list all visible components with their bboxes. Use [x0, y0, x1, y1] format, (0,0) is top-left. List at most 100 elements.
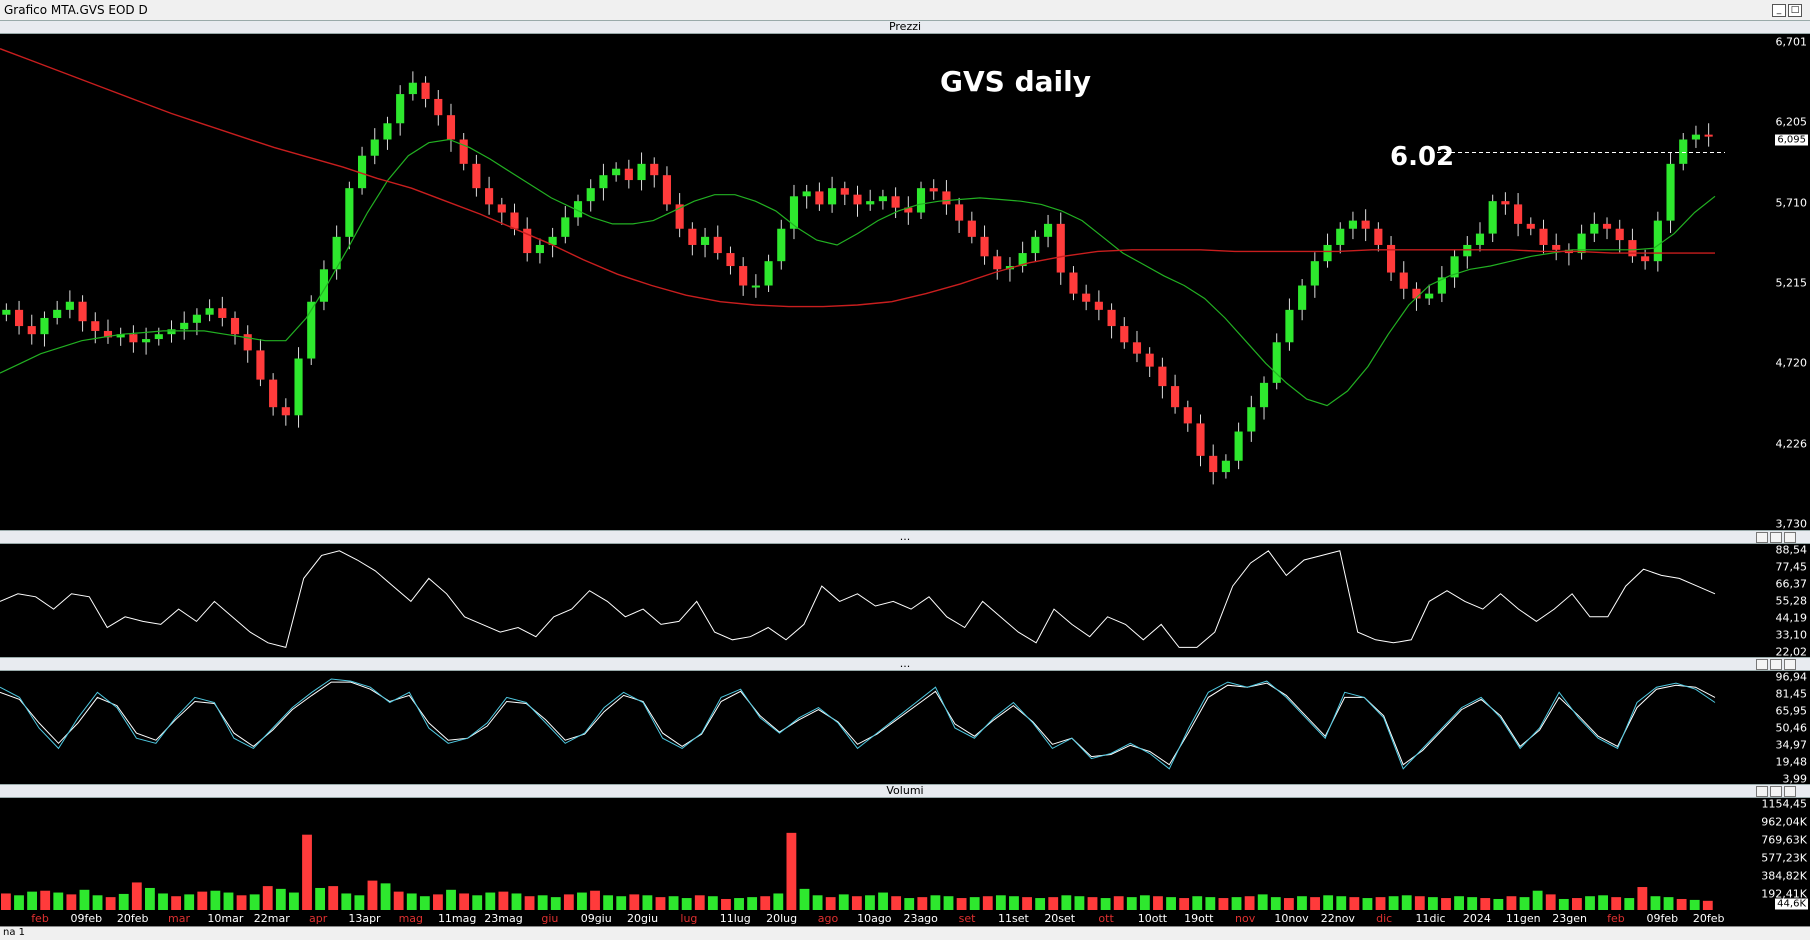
volume-bar-down [1, 893, 11, 910]
volume-bar-up [511, 893, 522, 910]
date-tick-label: 11lug [719, 912, 751, 925]
stochastic-pane: ... 96,94 81,45 65,95 50,46 34,97 19,48 3,99 [0, 657, 1810, 786]
volume-bar-up [1650, 896, 1661, 910]
volume-bar-down [760, 896, 771, 910]
pane-maximize-icon[interactable] [1770, 659, 1782, 670]
candle-down [904, 207, 913, 213]
pane-close-icon[interactable] [1784, 532, 1796, 543]
pane-minimize-icon[interactable] [1756, 532, 1768, 543]
candle-down [1196, 423, 1205, 456]
date-tick-label: mar [168, 912, 191, 925]
volume-bar-down [1283, 898, 1294, 910]
chart-tab[interactable]: na 1 [3, 927, 26, 938]
volume-bar-up [1388, 896, 1399, 910]
volume-bar-down [367, 880, 378, 910]
volume-bar-up [1126, 897, 1137, 910]
candle-down [942, 191, 951, 205]
candle-down [1628, 240, 1637, 257]
date-tick-label: 09feb [1646, 912, 1679, 925]
candle-down [78, 301, 87, 322]
candle-up [1653, 220, 1662, 262]
candle-down [967, 220, 976, 237]
last-volume-label: 44,6K [1775, 898, 1808, 910]
rsi-line [0, 550, 1716, 649]
candle-up [192, 314, 201, 323]
rsi-pane-header: ... [0, 530, 1810, 544]
candle-down [1145, 353, 1154, 367]
candle-down [1183, 407, 1192, 424]
pane-close-icon[interactable] [1784, 786, 1796, 797]
minimize-icon[interactable]: _ [1772, 4, 1786, 17]
volume-bar-down [105, 897, 116, 910]
pane-minimize-icon[interactable] [1756, 786, 1768, 797]
date-tick-label: 10mar [207, 912, 244, 925]
volume-bar-down [1218, 898, 1229, 910]
candle-down [14, 309, 24, 327]
rsi-pane: ... 88,54 77,45 66,37 55,28 44,19 33,10 22,02 [0, 530, 1810, 659]
volume-bar-up [1297, 896, 1307, 910]
candle-up [142, 339, 151, 343]
volume-bar-down [956, 898, 967, 910]
volume-bar-up [878, 892, 888, 910]
candle-down [993, 256, 1002, 270]
candle-down [853, 194, 862, 205]
volume-bar-up [603, 895, 614, 910]
date-tick-label: mag [398, 912, 424, 925]
candle-up [1031, 236, 1040, 254]
volume-bar-down [1048, 897, 1059, 910]
candle-down [510, 212, 519, 229]
candle-down [1374, 228, 1383, 245]
resistance-label: 6.02 [1390, 142, 1455, 172]
volume-bar-up [904, 898, 915, 910]
candle-down [1094, 301, 1103, 310]
date-tick-label: 19ott [1184, 912, 1214, 925]
candle-down [713, 236, 722, 254]
volume-bar-down [721, 898, 731, 910]
date-tick-label: 20feb [116, 912, 149, 925]
pane-minimize-icon[interactable] [1756, 659, 1768, 670]
volume-bar-up [995, 895, 1006, 910]
volume-bar-up [1035, 898, 1046, 910]
volume-bar-up [865, 895, 875, 910]
y-tick-label: 77,45 [1775, 560, 1808, 574]
date-tick-label: 13apr [348, 912, 381, 925]
candle-up [777, 228, 786, 262]
volume-bar-down [825, 897, 836, 910]
date-tick-label: feb [31, 912, 49, 925]
candle-up [332, 236, 341, 270]
volume-bar-down [498, 891, 509, 910]
candle-down [1082, 293, 1091, 302]
candle-up [1221, 460, 1230, 473]
y-tick-label: 19,48 [1775, 755, 1808, 769]
candle-up [878, 196, 887, 202]
volume-bar-down [1113, 896, 1124, 910]
volume-bar-up [642, 895, 653, 910]
last-price-label: 6,095 [1775, 134, 1808, 146]
volume-bar-up [707, 896, 718, 910]
pane-close-icon[interactable] [1784, 659, 1796, 670]
candle-down [243, 334, 252, 351]
candle-up [307, 301, 316, 359]
pane-maximize-icon[interactable] [1770, 532, 1782, 543]
pane-maximize-icon[interactable] [1770, 786, 1782, 797]
candle-down [840, 188, 849, 195]
volume-bar-up [92, 895, 103, 910]
candle-down [739, 266, 748, 286]
date-tick-label: feb [1607, 912, 1625, 925]
candle-down [1069, 272, 1078, 294]
volume-bar-down [694, 895, 705, 910]
candle-up [1336, 228, 1345, 245]
candle-down [497, 204, 506, 213]
price-y-axis: 6,701 6,205 5,710 5,215 4,720 4,226 3,730 6,095 [1768, 34, 1810, 531]
volume-bar-up [1585, 896, 1595, 910]
volume-bar-up [1270, 897, 1281, 910]
date-tick-label: 11set [997, 912, 1029, 925]
volume-bar-up [354, 895, 365, 910]
volume-pane-label: Volumi [886, 784, 924, 797]
candle-down [955, 204, 964, 221]
volume-bar-up [406, 893, 417, 910]
candle-down [256, 350, 265, 380]
candle-up [1310, 261, 1319, 286]
y-tick-label: 5,710 [1775, 196, 1808, 210]
maximize-icon[interactable]: □ [1788, 4, 1802, 17]
